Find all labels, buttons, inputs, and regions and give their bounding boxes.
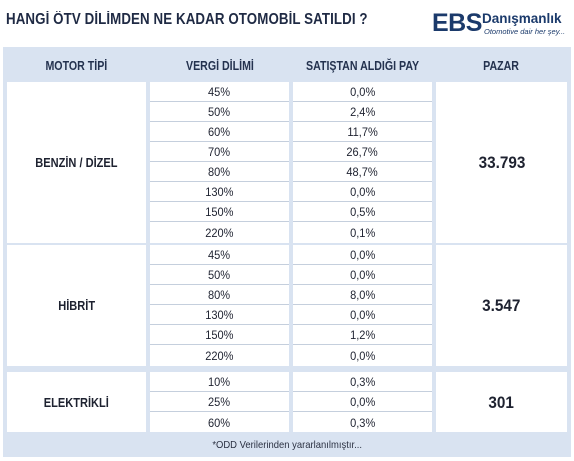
vergi-dilimi-cell-text: 50% (208, 104, 231, 119)
satis-payi-cell-text: 48,7% (346, 164, 379, 179)
satis-payi-cell-text: 2,4% (349, 104, 376, 119)
logo-mark: EBS (432, 9, 482, 37)
page-title: HANGİ ÖTV DİLİMDEN NE KADAR OTOMOBİL SAT… (6, 11, 368, 28)
vergi-dilimi-cell: 130% (150, 305, 289, 325)
vergi-dilimi-cell-text: 130% (205, 184, 234, 199)
pazar-cell: 301 (436, 372, 567, 433)
satis-payi-cell: 0,0% (293, 305, 432, 325)
vergi-dilimi-cell-text: 60% (208, 124, 231, 139)
header-vergi-dilimi: VERGİ DİLİMİ (150, 51, 289, 81)
footnote-text: *ODD Verilerinden yararlanılmıştır... (212, 438, 362, 451)
satis-payi-cell: 26,7% (293, 142, 432, 162)
vergi-dilimi-cell-text: 10% (208, 374, 231, 389)
vergi-dilimi-cell-text: 60% (208, 415, 231, 430)
vergi-dilimi-cell: 50% (150, 102, 289, 122)
header-pazar-text: PAZAR (483, 59, 520, 73)
satis-payi-cell: 0,0% (293, 392, 432, 412)
header-vergi-dilimi-text: VERGİ DİLİMİ (185, 59, 254, 73)
motor-type-cell-text: HİBRİT (58, 298, 95, 313)
vergi-dilimi-cell: 25% (150, 392, 289, 412)
pazar-cell: 3.547 (436, 245, 567, 366)
vergi-dilimi-cell: 10% (150, 372, 289, 392)
vergi-dilimi-cell: 70% (150, 142, 289, 162)
satis-payi-cell: 0,3% (293, 372, 432, 392)
satis-payi-cell-text: 1,2% (349, 327, 376, 342)
satis-payi-cell-text: 0,0% (349, 394, 376, 409)
vergi-dilimi-cell-text: 80% (208, 287, 231, 302)
satis-payi-cell-text: 8,0% (349, 287, 376, 302)
vergi-dilimi-cell: 150% (150, 202, 289, 222)
satis-payi-cell-text: 0,0% (349, 307, 376, 322)
header-motor-tipi: MOTOR TİPİ (7, 51, 146, 81)
logo-name: Danışmanlık (482, 11, 562, 26)
satis-payi-cell-text: 0,3% (349, 415, 376, 430)
vergi-dilimi-cell-text: 130% (205, 307, 234, 322)
motor-type-cell: ELEKTRİKLİ (7, 372, 146, 433)
satis-payi-cell: 0,1% (293, 222, 432, 243)
satis-payi-cell-text: 0,0% (349, 247, 376, 262)
pazar-cell: 33.793 (436, 82, 567, 243)
logo-tagline: Otomotive dair her şey... (484, 27, 566, 36)
motor-type-cell: HİBRİT (7, 245, 146, 366)
pazar-cell-text: 33.793 (478, 152, 525, 172)
satis-payi-cell: 0,0% (293, 245, 432, 265)
satis-payi-cell-text: 0,3% (349, 374, 376, 389)
satis-payi-cell-text: 0,0% (349, 267, 376, 282)
vergi-dilimi-cell-text: 45% (208, 84, 231, 99)
vergi-dilimi-cell-text: 220% (205, 348, 234, 363)
satis-payi-cell: 0,0% (293, 265, 432, 285)
vergi-dilimi-cell: 80% (150, 285, 289, 305)
vergi-dilimi-cell-text: 50% (208, 267, 231, 282)
satis-payi-cell: 1,2% (293, 325, 432, 345)
vergi-dilimi-cell-text: 25% (208, 394, 231, 409)
satis-payi-cell: 11,7% (293, 122, 432, 142)
vergi-dilimi-cell: 130% (150, 182, 289, 202)
satis-payi-cell-text: 26,7% (346, 144, 379, 159)
vergi-dilimi-cell-text: 80% (208, 164, 231, 179)
vergi-dilimi-cell: 150% (150, 325, 289, 345)
vergi-dilimi-cell-text: 45% (208, 247, 231, 262)
satis-payi-cell-text: 0,0% (349, 348, 376, 363)
header: HANGİ ÖTV DİLİMDEN NE KADAR OTOMOBİL SAT… (0, 0, 574, 46)
satis-payi-cell: 48,7% (293, 162, 432, 182)
satis-payi-cell: 0,3% (293, 412, 432, 433)
vergi-dilimi-cell-text: 70% (208, 144, 231, 159)
satis-payi-cell: 8,0% (293, 285, 432, 305)
satis-payi-cell: 2,4% (293, 102, 432, 122)
vergi-dilimi-cell-text: 150% (205, 204, 234, 219)
vergi-dilimi-cell: 220% (150, 345, 289, 366)
satis-payi-cell-text: 0,0% (349, 184, 376, 199)
satis-payi-cell-text: 0,0% (349, 84, 376, 99)
header-pay: SATIŞTAN ALDIĞI PAY (293, 51, 432, 81)
motor-type-cell-text: ELEKTRİKLİ (43, 395, 110, 410)
vergi-dilimi-cell-text: 220% (205, 225, 234, 240)
motor-type-cell-text: BENZİN / DİZEL (35, 155, 118, 170)
vergi-dilimi-cell-text: 150% (205, 327, 234, 342)
vergi-dilimi-cell: 220% (150, 222, 289, 243)
motor-type-cell: BENZİN / DİZEL (7, 82, 146, 243)
header-pay-text: SATIŞTAN ALDIĞI PAY (305, 59, 420, 73)
header-pazar: PAZAR (436, 51, 567, 81)
satis-payi-cell: 0,0% (293, 345, 432, 366)
vergi-dilimi-cell: 45% (150, 82, 289, 102)
header-motor-tipi-text: MOTOR TİPİ (45, 59, 108, 73)
satis-payi-cell: 0,0% (293, 182, 432, 202)
satis-payi-cell-text: 0,5% (349, 204, 376, 219)
pazar-cell-text: 3.547 (482, 295, 521, 315)
vergi-dilimi-cell: 60% (150, 412, 289, 433)
vergi-dilimi-cell: 80% (150, 162, 289, 182)
satis-payi-cell: 0,0% (293, 82, 432, 102)
vergi-dilimi-cell: 50% (150, 265, 289, 285)
vergi-dilimi-cell: 60% (150, 122, 289, 142)
satis-payi-cell-text: 11,7% (347, 124, 378, 139)
satis-payi-cell-text: 0,1% (349, 225, 376, 240)
satis-payi-cell: 0,5% (293, 202, 432, 222)
footnote: *ODD Verilerinden yararlanılmıştır... (3, 432, 571, 457)
pazar-cell-text: 301 (488, 392, 515, 412)
company-logo: EBS Danışmanlık Otomotive dair her şey..… (432, 8, 568, 40)
vergi-dilimi-cell: 45% (150, 245, 289, 265)
